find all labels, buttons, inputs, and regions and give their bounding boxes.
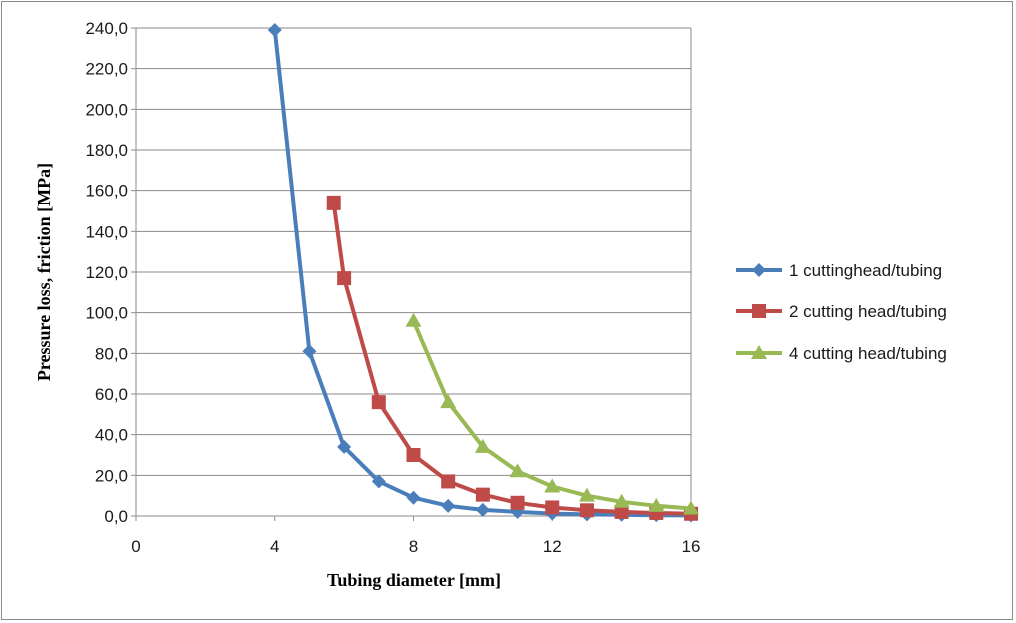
y-axis-title: Pressure loss, friction [MPa] [34, 163, 54, 381]
y-tick-label: 60,0 [95, 385, 128, 404]
legend-marker [752, 304, 766, 318]
data-point [475, 487, 490, 502]
data-point [337, 271, 352, 286]
data-point [441, 498, 456, 513]
y-tick-label: 220,0 [85, 60, 128, 79]
legend-item-3: 4 cutting head/tubing [736, 344, 947, 363]
data-point [302, 344, 317, 359]
gridlines [136, 27, 692, 517]
y-tick-label: 140,0 [85, 222, 128, 241]
y-axis: 0,0 20,0 40,0 60,0 80,0 100,0 120,0 140,0 160,0 1… [85, 19, 137, 526]
y-tick-label: 100,0 [85, 304, 128, 323]
x-axis: 0 4 8 12 16 [131, 515, 701, 556]
data-point [337, 439, 352, 454]
x-tick-label: 12 [543, 537, 562, 556]
y-tick-label: 240,0 [85, 19, 128, 38]
data-point [648, 497, 665, 512]
y-tick-label: 80,0 [95, 344, 128, 363]
y-tick-label: 160,0 [85, 182, 128, 201]
legend-marker [752, 263, 766, 277]
y-tick-label: 180,0 [85, 141, 128, 160]
data-point [545, 500, 560, 515]
data-point [579, 503, 594, 518]
data-point [613, 493, 630, 508]
x-tick-label: 0 [131, 537, 140, 556]
data-point [267, 23, 282, 38]
data-point [371, 395, 386, 410]
legend: 1 cuttinghead/tubing 2 cutting head/tubin… [736, 261, 947, 363]
x-tick-label: 16 [682, 537, 701, 556]
data-point [441, 474, 456, 489]
x-tick-label: 4 [270, 537, 279, 556]
data-point [406, 448, 421, 462]
legend-item-2: 2 cutting head/tubing [736, 302, 947, 321]
data-point [510, 495, 525, 510]
data-point [371, 474, 386, 489]
y-tick-label: 0,0 [104, 507, 128, 526]
data-point [475, 502, 490, 517]
series-layer [267, 23, 699, 523]
data-point [326, 195, 341, 210]
series-3 [405, 312, 699, 515]
data-point [440, 394, 457, 409]
data-point [406, 490, 421, 505]
data-point [509, 463, 526, 478]
y-tick-label: 200,0 [85, 100, 128, 119]
legend-label: 1 cuttinghead/tubing [789, 261, 942, 280]
y-tick-label: 120,0 [85, 263, 128, 282]
legend-label: 4 cutting head/tubing [789, 344, 947, 363]
y-tick-label: 40,0 [95, 426, 128, 445]
series-2 [326, 195, 698, 521]
data-point [614, 504, 629, 519]
legend-label: 2 cutting head/tubing [789, 302, 947, 321]
x-tick-label: 8 [409, 537, 418, 556]
legend-marker [751, 345, 767, 359]
y-tick-label: 20,0 [95, 466, 128, 485]
data-point [578, 487, 595, 502]
data-point [405, 312, 422, 327]
legend-item-1: 1 cuttinghead/tubing [736, 261, 942, 280]
data-point [474, 438, 491, 453]
data-point [544, 478, 561, 493]
data-point [683, 500, 699, 515]
x-axis-title: Tubing diameter [mm] [327, 570, 501, 590]
